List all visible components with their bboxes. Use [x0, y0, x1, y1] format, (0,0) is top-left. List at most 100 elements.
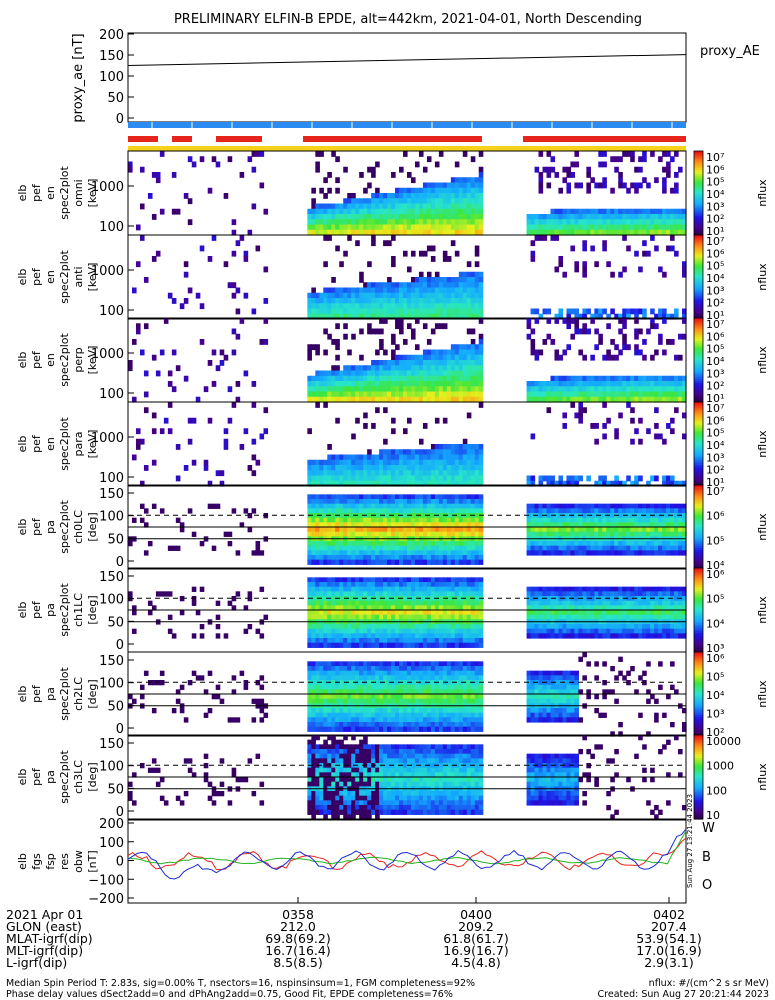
spectrogram-cell: [391, 628, 396, 634]
spectrogram-cell: [450, 550, 456, 556]
spectrogram-cell: [434, 292, 440, 299]
spectrogram-cell: [626, 513, 631, 519]
spectrogram-cell: [554, 235, 560, 241]
spectrogram-cell: [574, 605, 579, 611]
spectrogram-cell: [670, 417, 675, 424]
spectrogram-cell: [462, 591, 468, 597]
spectrogram-cell: [450, 282, 456, 289]
spectrogram-cell: [534, 214, 540, 220]
spectrogram-cell: [454, 465, 460, 471]
spectrogram-cell: [478, 187, 484, 194]
spectrogram-cell: [418, 494, 424, 500]
spectrogram-cell: [462, 349, 468, 356]
spectrogram-cell: [339, 614, 344, 620]
colorbar-segment: [694, 167, 703, 171]
colorbar-segment: [694, 195, 703, 198]
spectrogram-cell: [446, 628, 452, 634]
spectrogram-cell: [630, 545, 635, 551]
spectrogram-cell: [387, 208, 392, 215]
spectrogram-cell: [379, 198, 384, 205]
spectrogram-cell: [375, 224, 380, 231]
spectrogram-cell: [442, 203, 448, 210]
spectrogram-cell: [450, 449, 456, 456]
spectrogram-cell: [678, 224, 683, 231]
spectrogram-cell: [662, 545, 667, 551]
spectrogram-cell: [327, 470, 332, 477]
spectrogram-cell: [327, 550, 332, 556]
spectrogram-cell: [351, 465, 356, 471]
spectrogram-cell: [618, 517, 623, 523]
spectrogram-cell: [430, 229, 436, 236]
spectrogram-cell: [383, 298, 388, 304]
spectrogram-cell: [426, 624, 432, 630]
spectrogram-cell: [387, 465, 392, 471]
colorbar-segment: [694, 298, 703, 301]
spectrogram-cell: [323, 591, 328, 597]
spectrogram-cell: [602, 151, 607, 157]
spectrogram-cell: [407, 633, 412, 639]
spectrogram-cell: [578, 349, 583, 356]
colorbar-segment: [694, 251, 703, 255]
spectrogram-cell: [307, 208, 312, 215]
spectrogram-cell: [470, 459, 476, 466]
spectrogram-cell: [331, 614, 336, 620]
spectrogram-cell: [371, 508, 376, 514]
spectrogram-cell: [399, 541, 404, 547]
spectrogram-cell: [323, 503, 328, 509]
spectrogram-cell: [430, 349, 436, 356]
spectrogram-cell: [638, 545, 643, 551]
spectrogram-cell: [534, 166, 540, 173]
spectrogram-cell: [442, 550, 448, 556]
spectrogram-cell: [594, 214, 599, 220]
spectrogram-cell: [458, 292, 464, 299]
spectrogram-cell: [594, 224, 599, 231]
spectrogram-cell: [682, 412, 687, 419]
spectrogram-cell: [343, 298, 348, 304]
spectrogram-cell: [462, 370, 468, 377]
spectrogram-cell: [550, 224, 556, 231]
colorbar-segment: [694, 300, 703, 303]
colorbar-segment: [694, 564, 703, 568]
spectrogram-cell: [327, 444, 332, 450]
spectrogram-cell: [414, 287, 420, 294]
spectrogram-cell: [622, 266, 627, 273]
colorbar-segment: [694, 410, 703, 414]
spectrogram-cell: [175, 208, 181, 215]
spectrogram-cell: [418, 354, 424, 361]
spectrogram-cell: [630, 375, 635, 382]
spectrogram-cell: [343, 203, 348, 210]
spectrogram-cell: [658, 586, 663, 592]
spectrogram-cell: [331, 224, 336, 231]
spectrogram-cell: [347, 638, 352, 644]
spectrogram-cell: [562, 633, 568, 639]
spectrogram-cell: [391, 282, 396, 289]
spectrogram-cell: [594, 328, 599, 335]
spectrogram-cell: [315, 391, 320, 398]
spectrogram-cell: [470, 628, 476, 634]
spectrogram-cell: [618, 412, 623, 419]
spectrogram-cell: [347, 349, 352, 356]
spectrogram-cell: [674, 308, 679, 315]
spectrogram-cell: [466, 229, 472, 236]
spectrogram-cell: [434, 628, 440, 634]
spectrogram-cell: [474, 605, 480, 611]
spectrogram-cell: [614, 628, 619, 634]
spectrogram-cell: [646, 628, 651, 634]
spectrogram-cell: [395, 591, 400, 597]
spectrogram-cell: [570, 219, 575, 226]
spectrogram-cell: [454, 250, 460, 257]
spectrogram-cell: [351, 313, 356, 320]
spectrogram-cell: [678, 166, 683, 173]
spectrogram-cell: [550, 381, 556, 387]
spectrogram-cell: [638, 600, 643, 606]
spectrogram-cell: [426, 586, 432, 592]
spectrogram-cell: [239, 235, 245, 241]
spectrogram-cell: [478, 475, 484, 482]
spectrogram-cell: [478, 391, 484, 398]
spectrogram-cell: [454, 187, 460, 194]
colorbar-segment: [694, 163, 703, 167]
spectrogram-cell: [414, 370, 420, 377]
spectrogram-cell: [331, 591, 336, 597]
spectrogram-cell: [478, 344, 484, 351]
spectrogram-cell: [335, 391, 340, 398]
